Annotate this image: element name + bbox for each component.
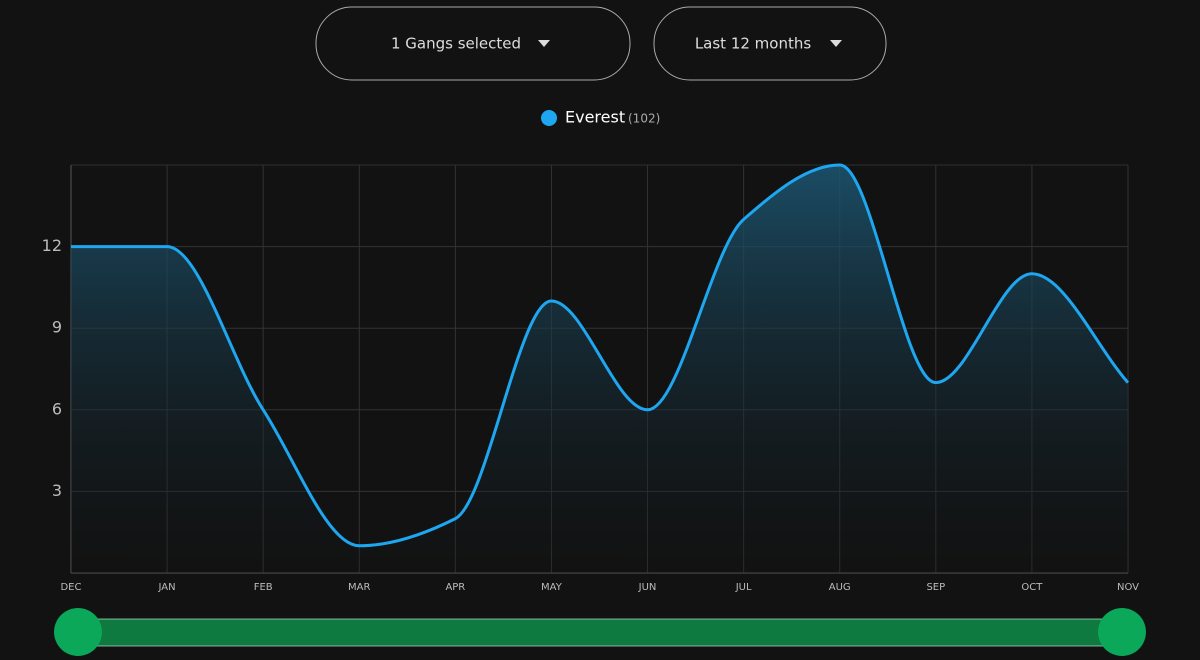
x-tick-label: FEB: [254, 582, 273, 593]
slider-track: [77, 618, 1123, 647]
x-tick-label: MAR: [348, 582, 370, 593]
x-tick-label: NOV: [1117, 582, 1139, 593]
x-tick-label: OCT: [1021, 582, 1043, 593]
legend-count: (102): [628, 112, 660, 126]
plot: 3 6 9 12 DEC JAN FEB MAR APR MAY JUN JUL AUG SEP OCT NO…: [42, 163, 1139, 593]
period-dropdown[interactable]: Last 12 months: [653, 6, 887, 81]
x-tick-label: MAY: [541, 582, 563, 593]
x-tick-label: JUL: [735, 582, 752, 593]
dropdown-label: Last 12 months: [695, 35, 812, 53]
y-tick-label: 12: [42, 236, 62, 255]
legend-item[interactable]: Everest (102): [541, 108, 660, 127]
legend-swatch: [541, 110, 557, 126]
x-tick-label: JAN: [158, 582, 176, 593]
x-tick-label: SEP: [926, 582, 945, 593]
dropdown-arrow: [538, 40, 550, 47]
dropdown-border: [315, 6, 631, 81]
x-tick-label: JUN: [638, 582, 657, 593]
dropdown-border: [653, 6, 887, 81]
line: [71, 163, 1130, 548]
y-tick-label: 3: [52, 481, 62, 500]
y-tick-label: 6: [52, 399, 62, 418]
dropdown-label: 1 Gangs selected: [391, 35, 521, 53]
y-tick-label: 9: [52, 318, 62, 337]
area-fill: [71, 165, 1128, 573]
slider-handle-start[interactable]: [54, 608, 102, 656]
x-tick-label: DEC: [60, 582, 81, 593]
x-tick-label: AUG: [829, 582, 851, 593]
dropdown-arrow: [830, 40, 842, 47]
slider-handle-end[interactable]: [1098, 608, 1146, 656]
range-slider[interactable]: [54, 608, 1146, 656]
x-tick-label: APR: [445, 582, 465, 593]
gang-dropdown[interactable]: 1 Gangs selected: [315, 6, 631, 81]
legend-label: Everest: [565, 108, 625, 127]
